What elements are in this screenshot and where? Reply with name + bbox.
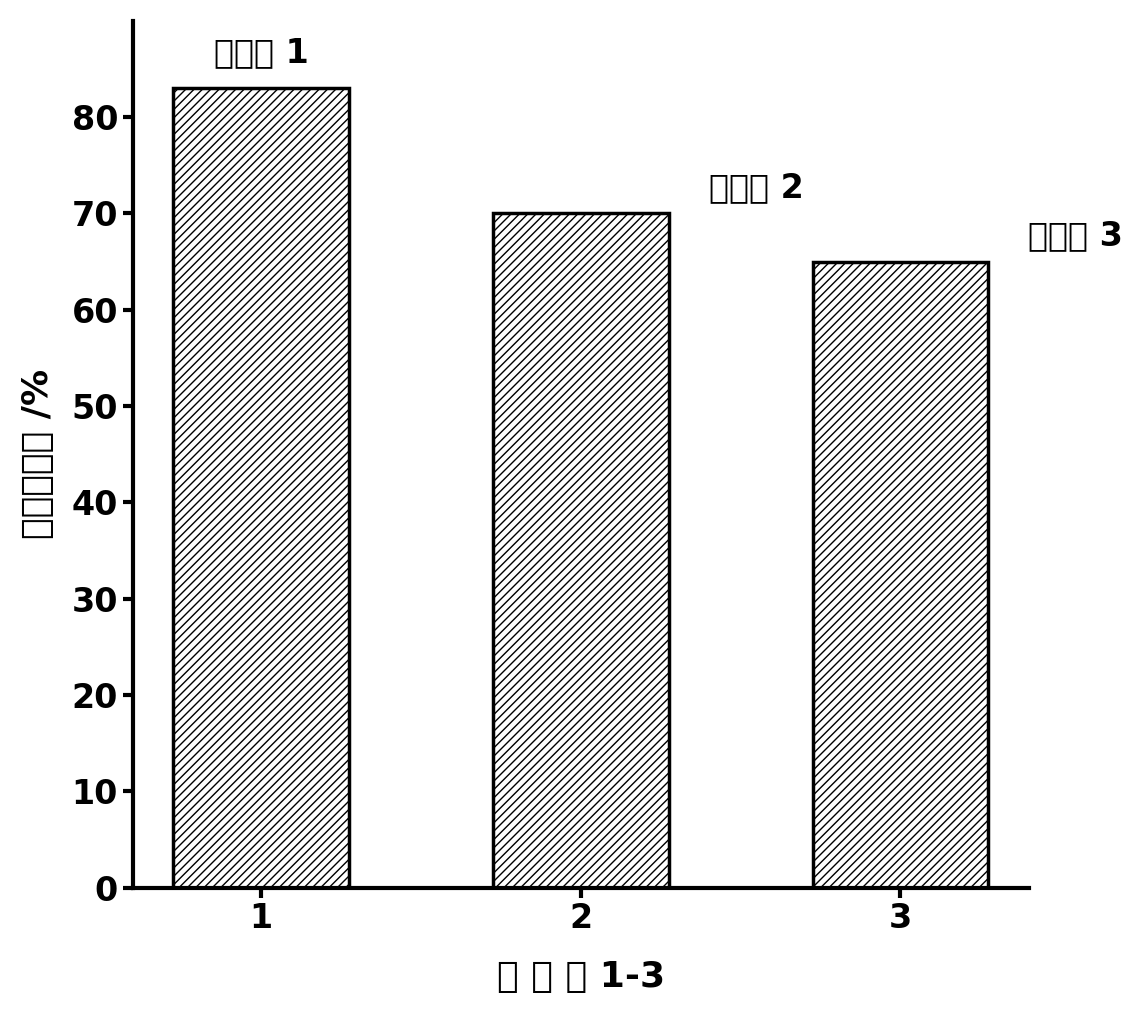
Bar	[174, 88, 349, 887]
Text: 实施例 2: 实施例 2	[708, 171, 803, 204]
Text: 实施例 1: 实施例 1	[214, 36, 309, 69]
Bar	[493, 213, 669, 887]
X-axis label: 实 施 例 1-3: 实 施 例 1-3	[496, 960, 665, 994]
Bar	[812, 262, 988, 887]
Y-axis label: 法拉第效率 /%: 法拉第效率 /%	[21, 369, 55, 539]
Text: 实施例 3: 实施例 3	[1028, 219, 1123, 252]
